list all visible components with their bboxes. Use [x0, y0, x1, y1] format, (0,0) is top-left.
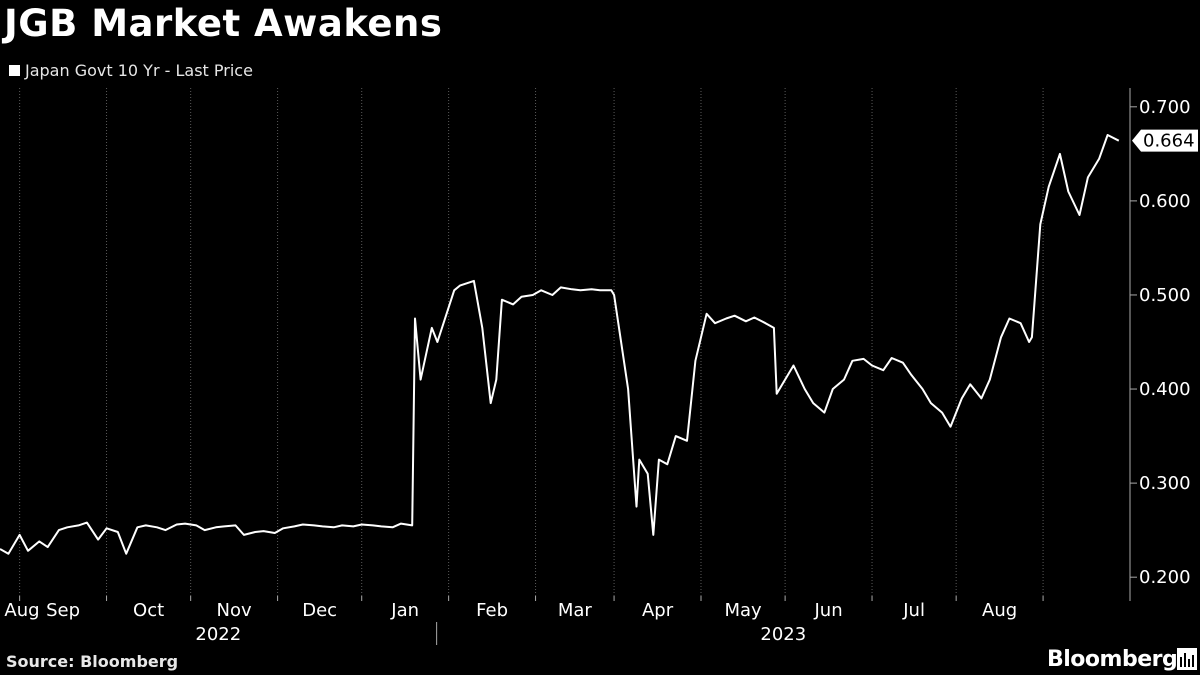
legend: Japan Govt 10 Yr - Last Price: [9, 61, 253, 80]
x-tick-label: Aug: [982, 600, 1017, 621]
y-tick-label: 0.500: [1139, 285, 1191, 306]
axes: [19, 88, 1137, 645]
last-price-label: 0.664: [1143, 131, 1195, 152]
y-tick-label: 0.300: [1139, 473, 1191, 494]
brand-logo: Bloomberg: [1047, 647, 1178, 672]
x-tick-label: May: [724, 600, 762, 621]
series-line-japan-govt-10yr: [0, 134, 1120, 555]
last-price-badge: [1132, 129, 1198, 152]
x-tick-label: Aug: [4, 600, 39, 621]
x-tick-label: Oct: [133, 600, 164, 621]
grid: [19, 88, 1131, 596]
x-tick-label: Apr: [642, 600, 674, 621]
chart-title: JGB Market Awakens: [4, 2, 443, 45]
legend-swatch: [9, 65, 20, 76]
source-note: Source: Bloomberg: [6, 652, 179, 671]
y-tick-label: 0.600: [1139, 191, 1191, 212]
y-tick-label: 0.700: [1139, 97, 1191, 118]
legend-label: Japan Govt 10 Yr - Last Price: [25, 61, 253, 80]
y-tick-label: 0.200: [1139, 567, 1191, 588]
year-label: 2022: [195, 624, 241, 645]
labels: Aug Sep Oct Nov Dec Jan Feb Mar Apr May Jun Jul Aug 2…: [4, 97, 1198, 645]
x-tick-label: Feb: [476, 600, 508, 621]
series-layer: [0, 134, 1120, 555]
x-tick-label: Jan: [390, 600, 419, 621]
x-tick-label: Jul: [902, 600, 925, 621]
y-tick-label: 0.400: [1139, 379, 1191, 400]
x-tick-label: Dec: [302, 600, 337, 621]
x-tick-label: Jun: [814, 600, 843, 621]
x-tick-label: Sep: [46, 600, 80, 621]
x-tick-label: Mar: [558, 600, 593, 621]
last-price-tag: 0.664: [1132, 129, 1198, 152]
year-label: 2023: [760, 624, 806, 645]
bloomberg-terminal-icon: [1177, 648, 1197, 670]
x-tick-label: Nov: [217, 600, 252, 621]
